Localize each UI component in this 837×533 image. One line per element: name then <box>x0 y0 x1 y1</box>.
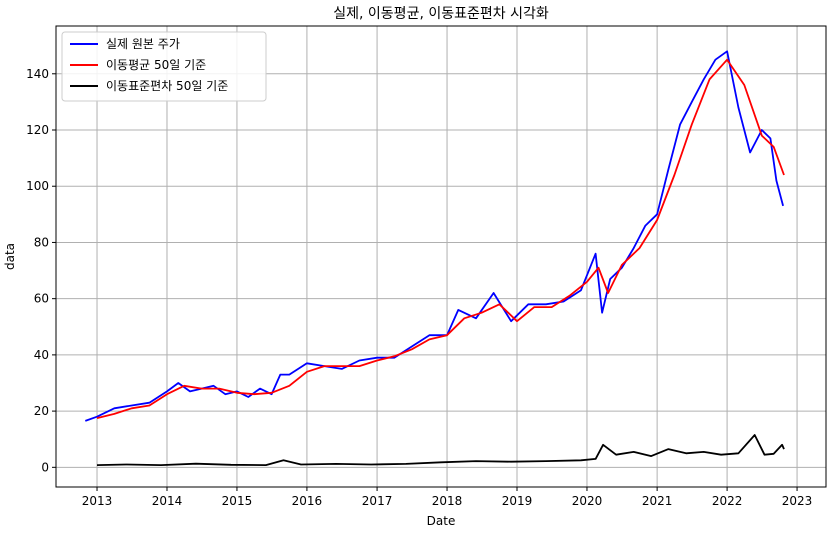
x-tick-label: 2022 <box>712 494 743 508</box>
series-line-2 <box>96 434 785 467</box>
y-tick-label: 120 <box>26 123 49 137</box>
x-tick-label: 2013 <box>82 494 113 508</box>
y-tick-label: 60 <box>34 292 49 306</box>
x-tick-label: 2019 <box>502 494 533 508</box>
x-tick-label: 2021 <box>642 494 673 508</box>
legend-label: 이동평균 50일 기준 <box>106 58 206 72</box>
x-tick-label: 2018 <box>432 494 463 508</box>
x-tick-label: 2020 <box>572 494 603 508</box>
x-tick-label: 2017 <box>362 494 393 508</box>
y-tick-label: 140 <box>26 67 49 81</box>
y-tick-label: 40 <box>34 348 49 362</box>
series-line-0 <box>84 50 784 422</box>
y-tick-label: 80 <box>34 235 49 249</box>
y-axis-title: data <box>3 243 17 270</box>
x-axis-ticks: 2013 2014 2015 2016 2017 2018 2019 2020 2021 2022… <box>82 487 813 508</box>
legend-label: 실제 원본 주가 <box>106 37 180 51</box>
y-tick-label: 20 <box>34 404 49 418</box>
y-axis-ticks: 0 20 40 60 80 100 120 140 <box>26 67 56 474</box>
x-axis-title: Date <box>427 514 456 528</box>
series-line-1 <box>96 58 785 419</box>
x-tick-label: 2023 <box>782 494 813 508</box>
chart-title: 실제, 이동평균, 이동표준편차 시각화 <box>333 6 549 22</box>
grid-lines <box>56 26 826 487</box>
x-tick-label: 2016 <box>292 494 323 508</box>
y-tick-label: 100 <box>26 179 49 193</box>
legend-box <box>61 31 267 102</box>
x-tick-label: 2015 <box>222 494 253 508</box>
y-tick-label: 0 <box>41 460 49 474</box>
legend-label: 이동표준편차 50일 기준 <box>106 79 228 93</box>
series-lines <box>84 50 785 467</box>
plot-frame <box>55 25 827 488</box>
x-tick-label: 2014 <box>152 494 183 508</box>
